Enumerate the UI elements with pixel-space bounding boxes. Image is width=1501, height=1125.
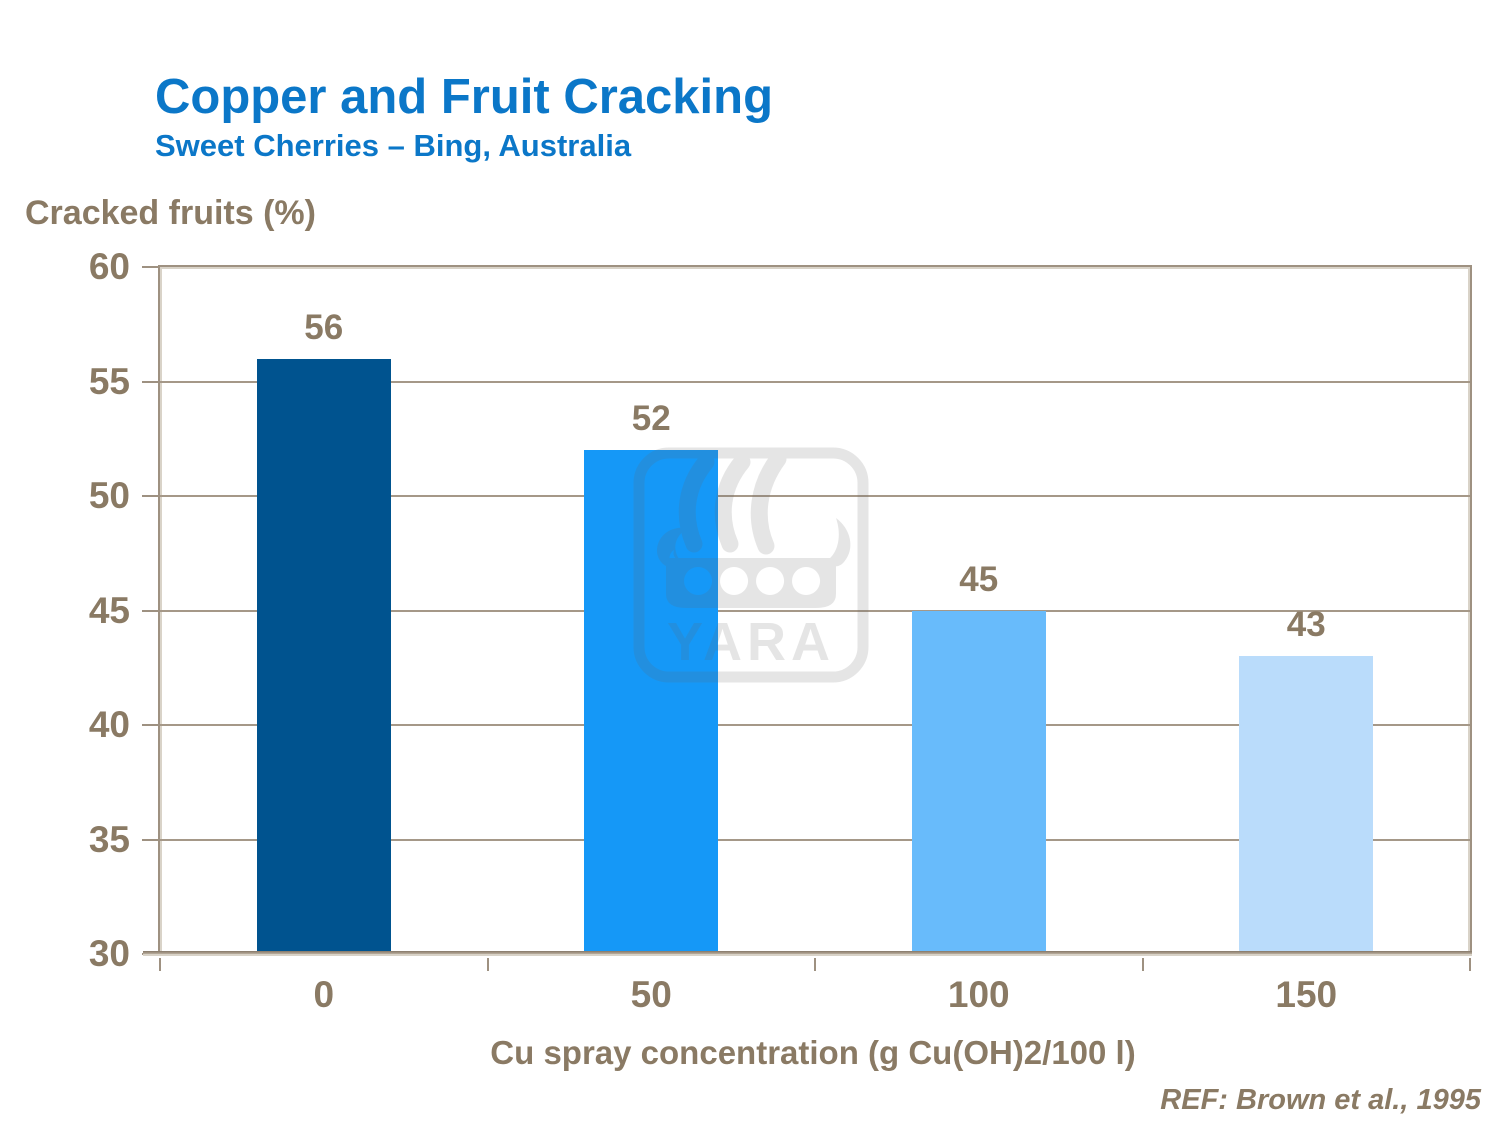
x-tick: [1469, 958, 1471, 971]
ship-stern-icon: [828, 518, 851, 567]
watermark-text: YARA: [667, 612, 835, 672]
chart-title: Copper and Fruit Cracking: [155, 70, 774, 124]
bar-value-label: 56: [304, 307, 344, 347]
gridline: [160, 495, 1470, 497]
x-tick-label: 50: [630, 974, 672, 1015]
x-tick: [486, 958, 489, 971]
x-tick: [159, 958, 161, 971]
x-axis-title: Cu spray concentration (g Cu(OH)2/100 l): [490, 1034, 1136, 1071]
bar-value-label: 45: [959, 559, 999, 599]
y-tick: [142, 609, 160, 612]
bar-value-label: 43: [1286, 605, 1326, 645]
x-tick: [814, 958, 816, 971]
y-tick-label: 45: [88, 589, 130, 631]
gridline: [160, 838, 1470, 841]
gridline: [160, 724, 1470, 726]
chart-subtitle: Sweet Cherries – Bing, Australia: [155, 128, 632, 163]
sail-icon: [714, 453, 751, 553]
bar-value-label: 52: [631, 399, 671, 439]
x-tick: [1141, 958, 1144, 971]
y-tick-label: 50: [88, 475, 130, 516]
y-tick: [142, 266, 160, 268]
bar: [584, 450, 719, 954]
x-tick-label: 100: [947, 974, 1010, 1015]
bar: [1239, 656, 1374, 954]
y-tick: [142, 838, 160, 841]
yara-logo-watermark: YARA: [633, 447, 869, 683]
y-tick: [142, 380, 160, 383]
y-tick: [142, 724, 160, 726]
sail-icon: [750, 450, 787, 555]
reference-citation: REF: Brown et al., 1995: [1160, 1084, 1481, 1116]
ship-hull-icon: [666, 558, 836, 608]
y-tick-label: 35: [88, 818, 130, 860]
x-tick-label: 150: [1275, 974, 1338, 1015]
gridline: [160, 380, 1470, 383]
plot-area: YARA 60 55 50 45 40 35 30 56 0 52 50 45 100 43 150: [89, 246, 1472, 1015]
y-tick: [142, 495, 160, 497]
bar: [911, 610, 1046, 954]
ship-prow-icon: [656, 527, 688, 568]
x-axis-line: [143, 951, 1472, 956]
x-tick-label: 0: [313, 974, 335, 1015]
y-tick-label: 55: [88, 360, 130, 402]
y-tick-label: 30: [88, 933, 130, 974]
title-block: Copper and Fruit Cracking Sweet Cherries…: [155, 70, 773, 164]
bar: [256, 358, 391, 954]
y-tick-label: 60: [88, 246, 130, 287]
gridline: [160, 609, 1470, 612]
sail-icon: [678, 453, 715, 553]
y-axis-title: Cracked fruits (%): [25, 194, 316, 232]
y-tick-label: 40: [88, 704, 130, 745]
